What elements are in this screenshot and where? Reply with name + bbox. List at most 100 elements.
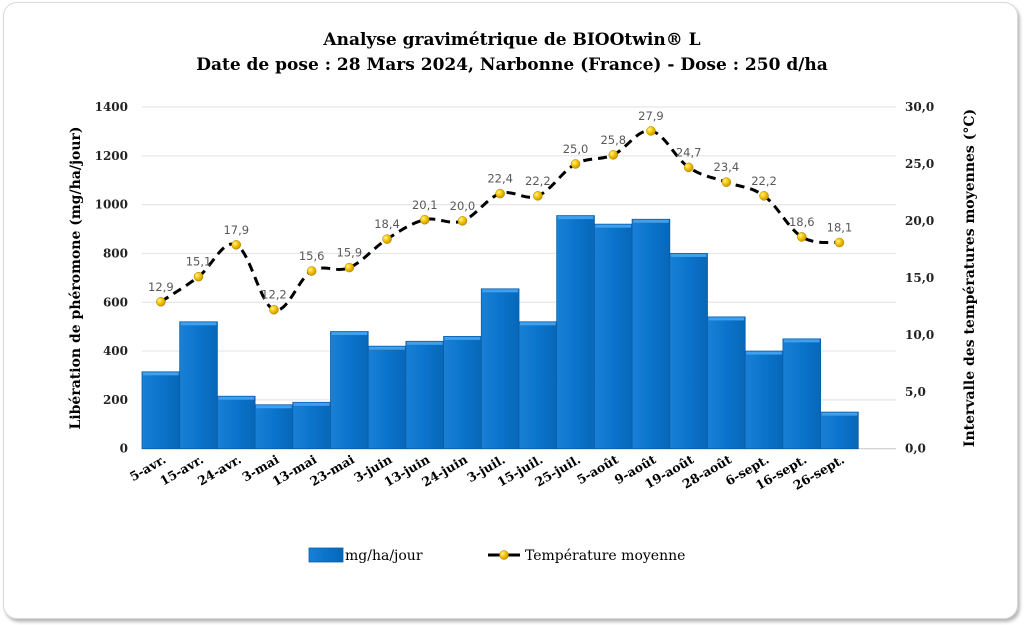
legend-label-bars: mg/ha/jour [345,548,423,564]
temperature-data-label: 18,1 [827,221,853,235]
bar[interactable] [480,288,520,450]
legend-item-bars[interactable]: mg/ha/jour [308,547,423,564]
bar-bevel [482,289,518,293]
y-axis-left: 0 200 400 600 800 1000 1200 1400 [95,100,128,456]
x-axis: 5-avr.15-avr.24-avr.3-mai13-mai23-mai3-j… [127,451,847,492]
temperature-point[interactable] [495,188,505,199]
bar[interactable] [594,223,633,450]
temperature-point[interactable] [608,150,618,160]
bar[interactable] [744,350,784,450]
legend-label-line: Température moyenne [525,548,685,564]
bar[interactable] [669,253,708,450]
temperature-data-label: 15,6 [299,249,325,263]
temperature-point[interactable] [570,159,581,169]
bar-body [405,340,444,450]
temperature-point[interactable] [759,191,769,201]
bar-bevel [256,405,292,409]
bar[interactable] [367,345,407,450]
bar-body [443,336,482,450]
bar[interactable] [518,321,558,450]
chart-title: Analyse gravimétrique de BIOOtwin® L [322,30,700,50]
temperature-data-label: 22,4 [487,172,513,186]
temperature-point[interactable] [420,215,430,225]
temperature-point[interactable] [231,240,241,250]
temperature-data-label: 15,9 [337,246,363,260]
temperature-point[interactable] [533,191,543,201]
temperature-data-label: 27,9 [638,109,664,123]
temperature-point[interactable] [156,297,166,307]
temperature-data-label: 25,0 [563,142,589,156]
y-tick-label-right: 10,0 [905,328,934,342]
bar[interactable] [254,404,294,450]
bar-bevel [331,332,368,336]
bar-body [744,350,784,450]
bar[interactable] [820,411,859,450]
bar-bevel [670,253,707,257]
temperature-point[interactable] [344,262,355,273]
temperature-point[interactable] [382,234,392,244]
bar[interactable] [292,401,331,450]
y-tick-label-left: 1400 [95,100,128,114]
y-tick-label-right: 5,0 [905,385,926,399]
temperature-data-label: 18,6 [789,215,815,229]
y-tick-label-left: 200 [103,393,128,407]
temperature-point[interactable] [306,266,317,276]
y-axis-left-title: Libération de phéromone (mg/ha/jour) [68,126,84,429]
y-axis-right: 0,0 5,0 10,0 15,0 20,0 25,0 30,0 [905,100,934,456]
bar[interactable] [405,340,444,450]
bar[interactable] [443,336,482,450]
bar[interactable] [556,215,595,450]
temperature-point[interactable] [683,162,694,173]
temperature-point[interactable] [721,177,732,187]
bar-bevel [633,219,669,223]
temperature-line [160,129,840,312]
bar-bevel [293,402,330,406]
temperature-data-label: 18,4 [374,217,400,231]
bar[interactable] [707,316,746,450]
temperature-point[interactable] [269,304,279,315]
bar-bevel [369,346,405,350]
bar-bevel [746,351,782,355]
temperature-point[interactable] [797,232,807,242]
legend: mg/ha/jour Température moyenne [308,547,685,564]
bar-body [518,321,558,450]
temperature-data-label: 22,2 [751,174,777,188]
temperature-data-label: 23,4 [714,160,740,174]
bar-body [179,321,218,450]
bar-bevel [143,372,179,376]
bar-body [631,218,671,450]
temperature-data-label: 12,9 [148,280,174,294]
bar[interactable] [330,331,369,450]
x-tick-label: 24-avr. [195,452,244,489]
x-tick-label: 5-août [574,451,621,487]
bar-bevel [595,224,632,228]
bar-body [141,371,181,450]
y-tick-label-right: 15,0 [905,271,934,285]
legend-bar-swatch [308,547,344,563]
y-tick-label-left: 1000 [95,198,128,212]
bar-body [782,338,822,450]
legend-item-line[interactable]: Température moyenne [488,548,685,564]
temperature-point[interactable] [193,271,204,282]
bar-bevel [406,341,443,345]
bar-body [556,215,595,450]
temperature-point[interactable] [457,216,468,226]
temperature-point[interactable] [834,237,845,248]
bar-bevel [557,216,594,220]
bar-body [367,345,407,450]
y-tick-label-right: 25,0 [905,157,934,171]
bar[interactable] [216,395,256,450]
bar-series [141,215,859,450]
y-axis-right-title: Intervalle des températures moyennes (°C… [962,109,978,447]
bar[interactable] [179,321,218,450]
bar[interactable] [631,218,671,450]
bar[interactable] [141,371,181,450]
temperature-point[interactable] [646,126,656,136]
temperature-data-label: 17,9 [223,223,249,237]
legend-marker-icon [499,550,509,560]
y-tick-label-right: 30,0 [905,100,934,114]
bar[interactable] [782,338,822,450]
y-tick-label-right: 0,0 [905,442,926,456]
y-tick-label-left: 400 [103,344,128,358]
